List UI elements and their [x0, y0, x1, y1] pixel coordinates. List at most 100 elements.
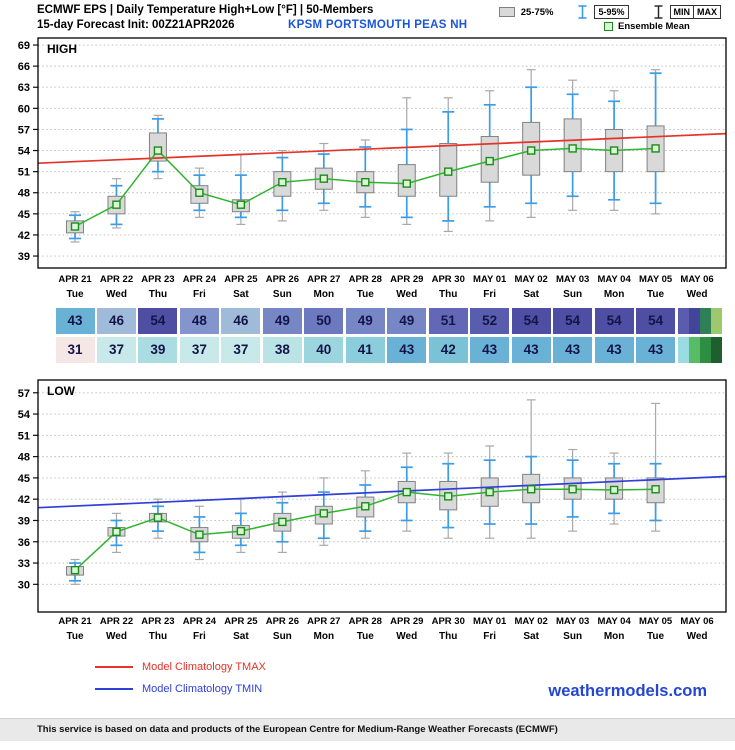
- day-label: Tue: [647, 631, 665, 642]
- temp-cell: 50: [304, 308, 344, 334]
- svg-text:36: 36: [18, 537, 30, 549]
- day-label: Sun: [563, 631, 583, 642]
- day-label: Sun: [272, 631, 292, 642]
- high-chart-date-axis: APR 21 APR 22 APR 23 APR 24 APR 25 APR 26 APR …: [0, 274, 735, 287]
- date-label: APR 24: [182, 274, 217, 285]
- low-chart-day-axis: Tue Wed Thu Fri Sat Sun Mon Tue Wed Thu Fri Sat Sun M…: [0, 631, 735, 644]
- day-label: Tue: [356, 289, 374, 300]
- day-label: Tue: [66, 289, 84, 300]
- temp-cell: 41: [345, 337, 385, 363]
- temp-cell: 43: [553, 337, 593, 363]
- svg-text:HIGH: HIGH: [47, 42, 77, 56]
- temp-cell: 39: [138, 337, 178, 363]
- temp-cell: 54: [553, 308, 593, 334]
- colorbar-segment: [699, 308, 711, 334]
- minmax-labels: MIN MAX: [669, 5, 721, 19]
- date-label: MAY 04: [597, 274, 631, 285]
- tmin-line-icon: [95, 688, 133, 690]
- day-label: Sat: [233, 289, 249, 300]
- temp-cell: 54: [138, 308, 178, 334]
- low-temps-table-row: 31 37 39 37 37 38 40 41 43 42 43 43 43 43 43: [0, 337, 735, 363]
- temp-cell: 51: [428, 308, 468, 334]
- colorbar-segment: [688, 308, 700, 334]
- day-label: Thu: [439, 631, 458, 642]
- temp-cell: 43: [594, 337, 634, 363]
- day-label: Fri: [483, 631, 497, 642]
- tmin-climatology-label: Model Climatology TMIN: [142, 683, 263, 695]
- high-temps-table-row: 43 46 54 48 46 49 50 49 49 51 52 54 54 54 54: [0, 308, 735, 334]
- day-label: Fri: [483, 289, 497, 300]
- svg-text:57: 57: [18, 124, 30, 136]
- svg-text:LOW: LOW: [47, 384, 76, 398]
- temp-cell: 49: [262, 308, 302, 334]
- temp-cell: 37: [96, 337, 136, 363]
- date-label: APR 25: [224, 616, 258, 627]
- low-chart-date-axis: APR 21 APR 22 APR 23 APR 24 APR 25 APR 26 APR …: [0, 616, 735, 629]
- max-label: MAX: [693, 5, 721, 19]
- whisker-5-95-icon: [578, 5, 587, 19]
- date-label: MAY 06: [680, 274, 714, 285]
- day-label: Sun: [563, 289, 583, 300]
- day-label: Thu: [148, 289, 168, 300]
- ensemble-mean-label: Ensemble Mean: [618, 21, 690, 32]
- date-label: APR 23: [141, 616, 175, 627]
- temp-cell: 49: [387, 308, 427, 334]
- box-25-75-label: 25-75%: [520, 6, 554, 18]
- svg-text:33: 33: [18, 558, 30, 570]
- date-label: APR 25: [224, 274, 258, 285]
- day-label: Tue: [66, 631, 84, 642]
- high-chart-day-axis: Tue Wed Thu Fri Sat Sun Mon Tue Wed Thu Fri Sat Sun M…: [0, 289, 735, 302]
- temp-cell: 31: [55, 337, 95, 363]
- temp-cell: 54: [511, 308, 551, 334]
- date-label: APR 29: [390, 274, 424, 285]
- day-label: Wed: [396, 289, 418, 300]
- date-label: MAY 02: [514, 274, 548, 285]
- temp-cell: 43: [511, 337, 551, 363]
- min-label: MIN: [669, 5, 694, 19]
- temp-cell: 54: [594, 308, 634, 334]
- day-label: Thu: [439, 289, 458, 300]
- svg-text:66: 66: [18, 61, 30, 73]
- date-label: APR 28: [348, 274, 382, 285]
- chart-legend-row: 25-75% 5-95% MIN MAX: [498, 4, 721, 20]
- day-label: Sat: [523, 289, 539, 300]
- date-label: MAY 01: [473, 274, 507, 285]
- colorbar-segment: [677, 308, 689, 334]
- temp-cell: 38: [262, 337, 302, 363]
- date-label: APR 21: [58, 616, 92, 627]
- temp-cell: 48: [179, 308, 219, 334]
- date-label: MAY 04: [597, 616, 631, 627]
- svg-text:54: 54: [18, 146, 31, 158]
- temp-cell: 49: [345, 308, 385, 334]
- svg-text:69: 69: [18, 40, 30, 52]
- ensemble-mean-icon: [604, 22, 613, 31]
- day-label: Wed: [106, 289, 127, 300]
- footer-disclaimer: This service is based on data and produc…: [0, 718, 735, 741]
- date-label: APR 30: [431, 616, 465, 627]
- temp-cell: 46: [221, 308, 261, 334]
- date-label: MAY 03: [555, 616, 590, 627]
- ensemble-mean-legend: Ensemble Mean: [604, 21, 690, 32]
- day-label: Sat: [523, 631, 539, 642]
- svg-text:54: 54: [18, 409, 31, 421]
- date-label: MAY 02: [514, 616, 548, 627]
- date-label: MAY 06: [680, 616, 714, 627]
- tmax-climatology-label: Model Climatology TMAX: [142, 661, 266, 673]
- date-label: APR 22: [99, 274, 134, 285]
- svg-text:39: 39: [18, 251, 30, 263]
- day-label: Thu: [148, 631, 168, 642]
- svg-text:48: 48: [18, 452, 30, 464]
- date-label: MAY 05: [638, 616, 673, 627]
- weathermodels-logo-link[interactable]: weathermodels.com: [548, 682, 707, 700]
- station-name: KPSM PORTSMOUTH PEAS NH: [288, 19, 468, 31]
- svg-text:51: 51: [18, 430, 30, 442]
- svg-text:30: 30: [18, 579, 30, 591]
- page-title: ECMWF EPS | Daily Temperature High+Low […: [37, 4, 374, 16]
- day-label: Wed: [396, 631, 418, 642]
- temp-cell: 37: [179, 337, 219, 363]
- day-label: Mon: [603, 631, 625, 642]
- day-label: Fri: [193, 631, 206, 642]
- temp-cell: 43: [55, 308, 95, 334]
- day-label: Mon: [313, 289, 335, 300]
